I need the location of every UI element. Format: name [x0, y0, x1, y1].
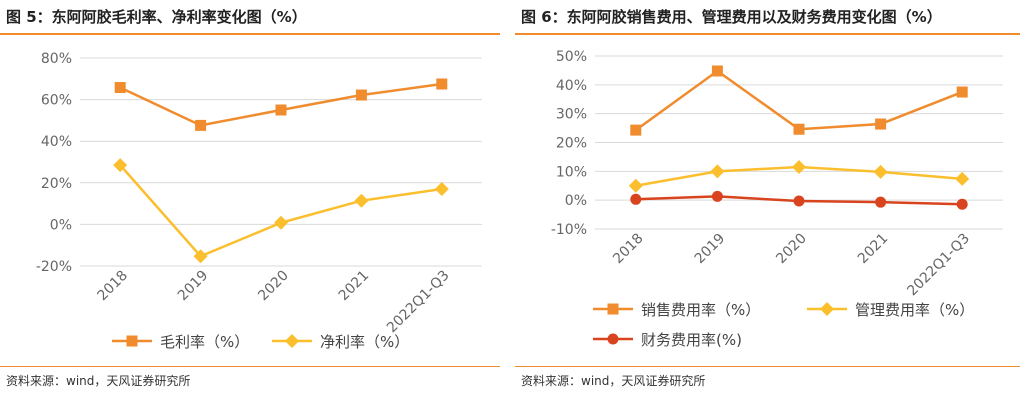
- left-panel: 图 5：东阿阿胶毛利率、净利率变化图（%） -20% 0% 20% 40% 60% 80%…: [0, 0, 500, 400]
- legend-marker-1: [820, 302, 834, 316]
- y-tick-label: 60%: [41, 93, 72, 109]
- data-point-s0-1: [195, 119, 207, 131]
- legend-label-0: 毛利率（%）: [160, 333, 249, 351]
- y-tick-label: 50%: [556, 49, 587, 65]
- title-rule-right: [515, 33, 1020, 35]
- x-tick-label: 2021: [336, 268, 373, 305]
- x-tick-label: 2018: [95, 268, 132, 305]
- y-tick-label: 20%: [556, 136, 587, 152]
- legend-label-0: 销售费用率（%）: [641, 301, 760, 319]
- data-point-s1-1: [193, 249, 208, 264]
- x-tick-label: 2018: [610, 231, 647, 268]
- legend-marker-0: [607, 303, 619, 315]
- legend-label-1: 管理费用率（%）: [855, 301, 974, 319]
- data-point-s0-2: [275, 104, 287, 116]
- data-point-s1-2: [792, 160, 806, 175]
- data-point-s0-3: [875, 118, 887, 130]
- x-tick-label: 2019: [692, 231, 729, 268]
- y-tick-label: 20%: [41, 176, 72, 192]
- data-point-s2-0: [630, 193, 642, 205]
- y-tick-label: 0%: [50, 217, 72, 233]
- data-point-s0-1: [711, 65, 723, 77]
- data-point-s0-4: [436, 78, 448, 90]
- y-tick-label: 0%: [565, 193, 587, 209]
- x-tick-label: 2021: [855, 231, 892, 268]
- data-point-s2-2: [793, 195, 805, 207]
- data-point-s1-4: [955, 171, 970, 186]
- x-tick-label: 2020: [773, 231, 810, 268]
- data-point-s0-3: [355, 89, 367, 101]
- data-point-s0-0: [114, 82, 126, 94]
- right-panel: 图 6：东阿阿胶销售费用、管理费用以及财务费用变化图（%） -10% 0% 10% 2…: [515, 0, 1020, 400]
- x-tick-label: 2020: [255, 268, 292, 305]
- y-tick-label: 10%: [556, 164, 587, 180]
- y-tick-label: 30%: [556, 107, 587, 123]
- margin-chart: -20% 0% 20% 40% 60% 80% 2018 2019 2020 2021 2022Q1…: [36, 51, 482, 351]
- x-tick-label: 2019: [175, 268, 212, 305]
- data-point-s1-2: [274, 215, 288, 230]
- source-rule-right: [515, 366, 1020, 367]
- data-point-s1-3: [873, 164, 888, 179]
- title-rule-left: [0, 33, 500, 35]
- legend-label-1: 净利率（%）: [320, 333, 409, 351]
- series-line-1: [119, 164, 442, 258]
- y-tick-label: -10%: [551, 222, 587, 238]
- source-rule-left: [0, 366, 500, 367]
- y-tick-label: -20%: [36, 259, 72, 275]
- data-point-s1-1: [710, 164, 725, 179]
- expense-ratio-chart: -10% 0% 10% 20% 30% 40% 50% 2018 2019 2020 2021 202…: [551, 49, 1003, 349]
- legend-marker-1: [285, 334, 299, 348]
- data-point-s1-0: [113, 158, 128, 173]
- legend-marker-0: [126, 335, 138, 347]
- data-point-s0-0: [630, 124, 642, 136]
- data-point-s1-4: [434, 182, 449, 197]
- data-point-s1-3: [354, 193, 369, 208]
- chart-title-right: 图 6：东阿阿胶销售费用、管理费用以及财务费用变化图（%）: [521, 8, 942, 26]
- data-point-s2-4: [956, 198, 968, 210]
- x-tick-label: 2022Q1-Q3: [904, 231, 973, 300]
- source-note-left: 资料来源：wind，天风证券研究所: [6, 374, 191, 388]
- data-point-s0-4: [956, 86, 968, 98]
- source-note-right: 资料来源：wind，天风证券研究所: [521, 374, 706, 388]
- data-point-s2-3: [875, 196, 887, 208]
- series-line-0: [635, 69, 963, 132]
- x-tick-label: 2022Q1-Q3: [384, 268, 453, 337]
- data-point-s2-1: [711, 190, 723, 202]
- chart-title-left: 图 5：东阿阿胶毛利率、净利率变化图（%）: [6, 8, 307, 26]
- y-tick-label: 40%: [556, 78, 587, 94]
- legend-label-2: 财务费用率(%): [641, 331, 742, 349]
- data-point-s0-2: [793, 123, 805, 135]
- data-point-s1-0: [628, 178, 643, 193]
- y-tick-label: 40%: [41, 134, 72, 150]
- y-tick-label: 80%: [41, 51, 72, 67]
- legend-marker-2: [607, 333, 619, 345]
